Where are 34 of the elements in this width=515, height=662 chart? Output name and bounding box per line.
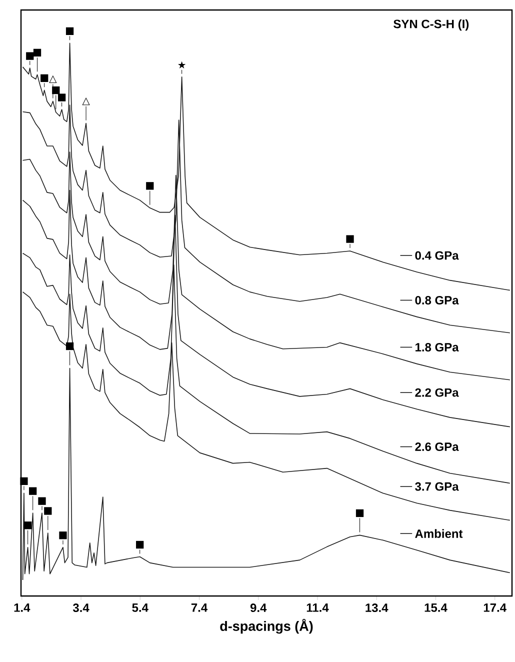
x-tick-label: 17.4 xyxy=(484,604,506,612)
annotation: ■ xyxy=(146,182,154,190)
annotation: ■ xyxy=(59,532,67,540)
annotation: ■ xyxy=(29,487,37,495)
legend-label: Ambient xyxy=(415,529,463,538)
annotation: ■ xyxy=(44,507,52,515)
x-tick-label: 13.4 xyxy=(366,604,388,612)
x-tick-label: 5.4 xyxy=(132,604,148,612)
annotation: △ xyxy=(82,97,90,106)
legend-label: 1.8 GPa xyxy=(416,342,459,352)
annotation: ■ xyxy=(26,52,34,60)
annotation: ■ xyxy=(58,94,66,102)
annotation: ■ xyxy=(40,74,48,82)
x-tick-label: 11.4 xyxy=(306,604,329,612)
annotation: ■ xyxy=(66,27,74,36)
x-tick-label: 7.4 xyxy=(191,604,208,612)
legend-label: 2.2 GPa xyxy=(415,388,459,397)
x-axis-title: d-spacings (Å) xyxy=(220,618,313,634)
annotation: ■ xyxy=(136,540,144,549)
x-tick-label: 3.4 xyxy=(72,604,90,612)
annotation: △ xyxy=(49,75,57,84)
chart-title: SYN C-S-H (I) xyxy=(394,19,469,31)
x-tick-label: 15.4 xyxy=(424,604,448,612)
legend-label: 2.6 GPa xyxy=(415,442,459,451)
annotation: ■ xyxy=(33,48,42,57)
x-tick-label: 9.4 xyxy=(250,604,267,612)
annotation: ■ xyxy=(38,497,46,505)
annotation: ■ xyxy=(346,235,354,243)
annotation: ★ xyxy=(178,61,186,69)
x-tick-label: 1.4 xyxy=(14,604,30,612)
legend-label: 0.4 GPa xyxy=(415,251,459,260)
annotation: ■ xyxy=(356,509,364,518)
legend-label: 0.8 GPa xyxy=(415,296,459,304)
legend-label: 3.7 GPa xyxy=(415,482,459,491)
